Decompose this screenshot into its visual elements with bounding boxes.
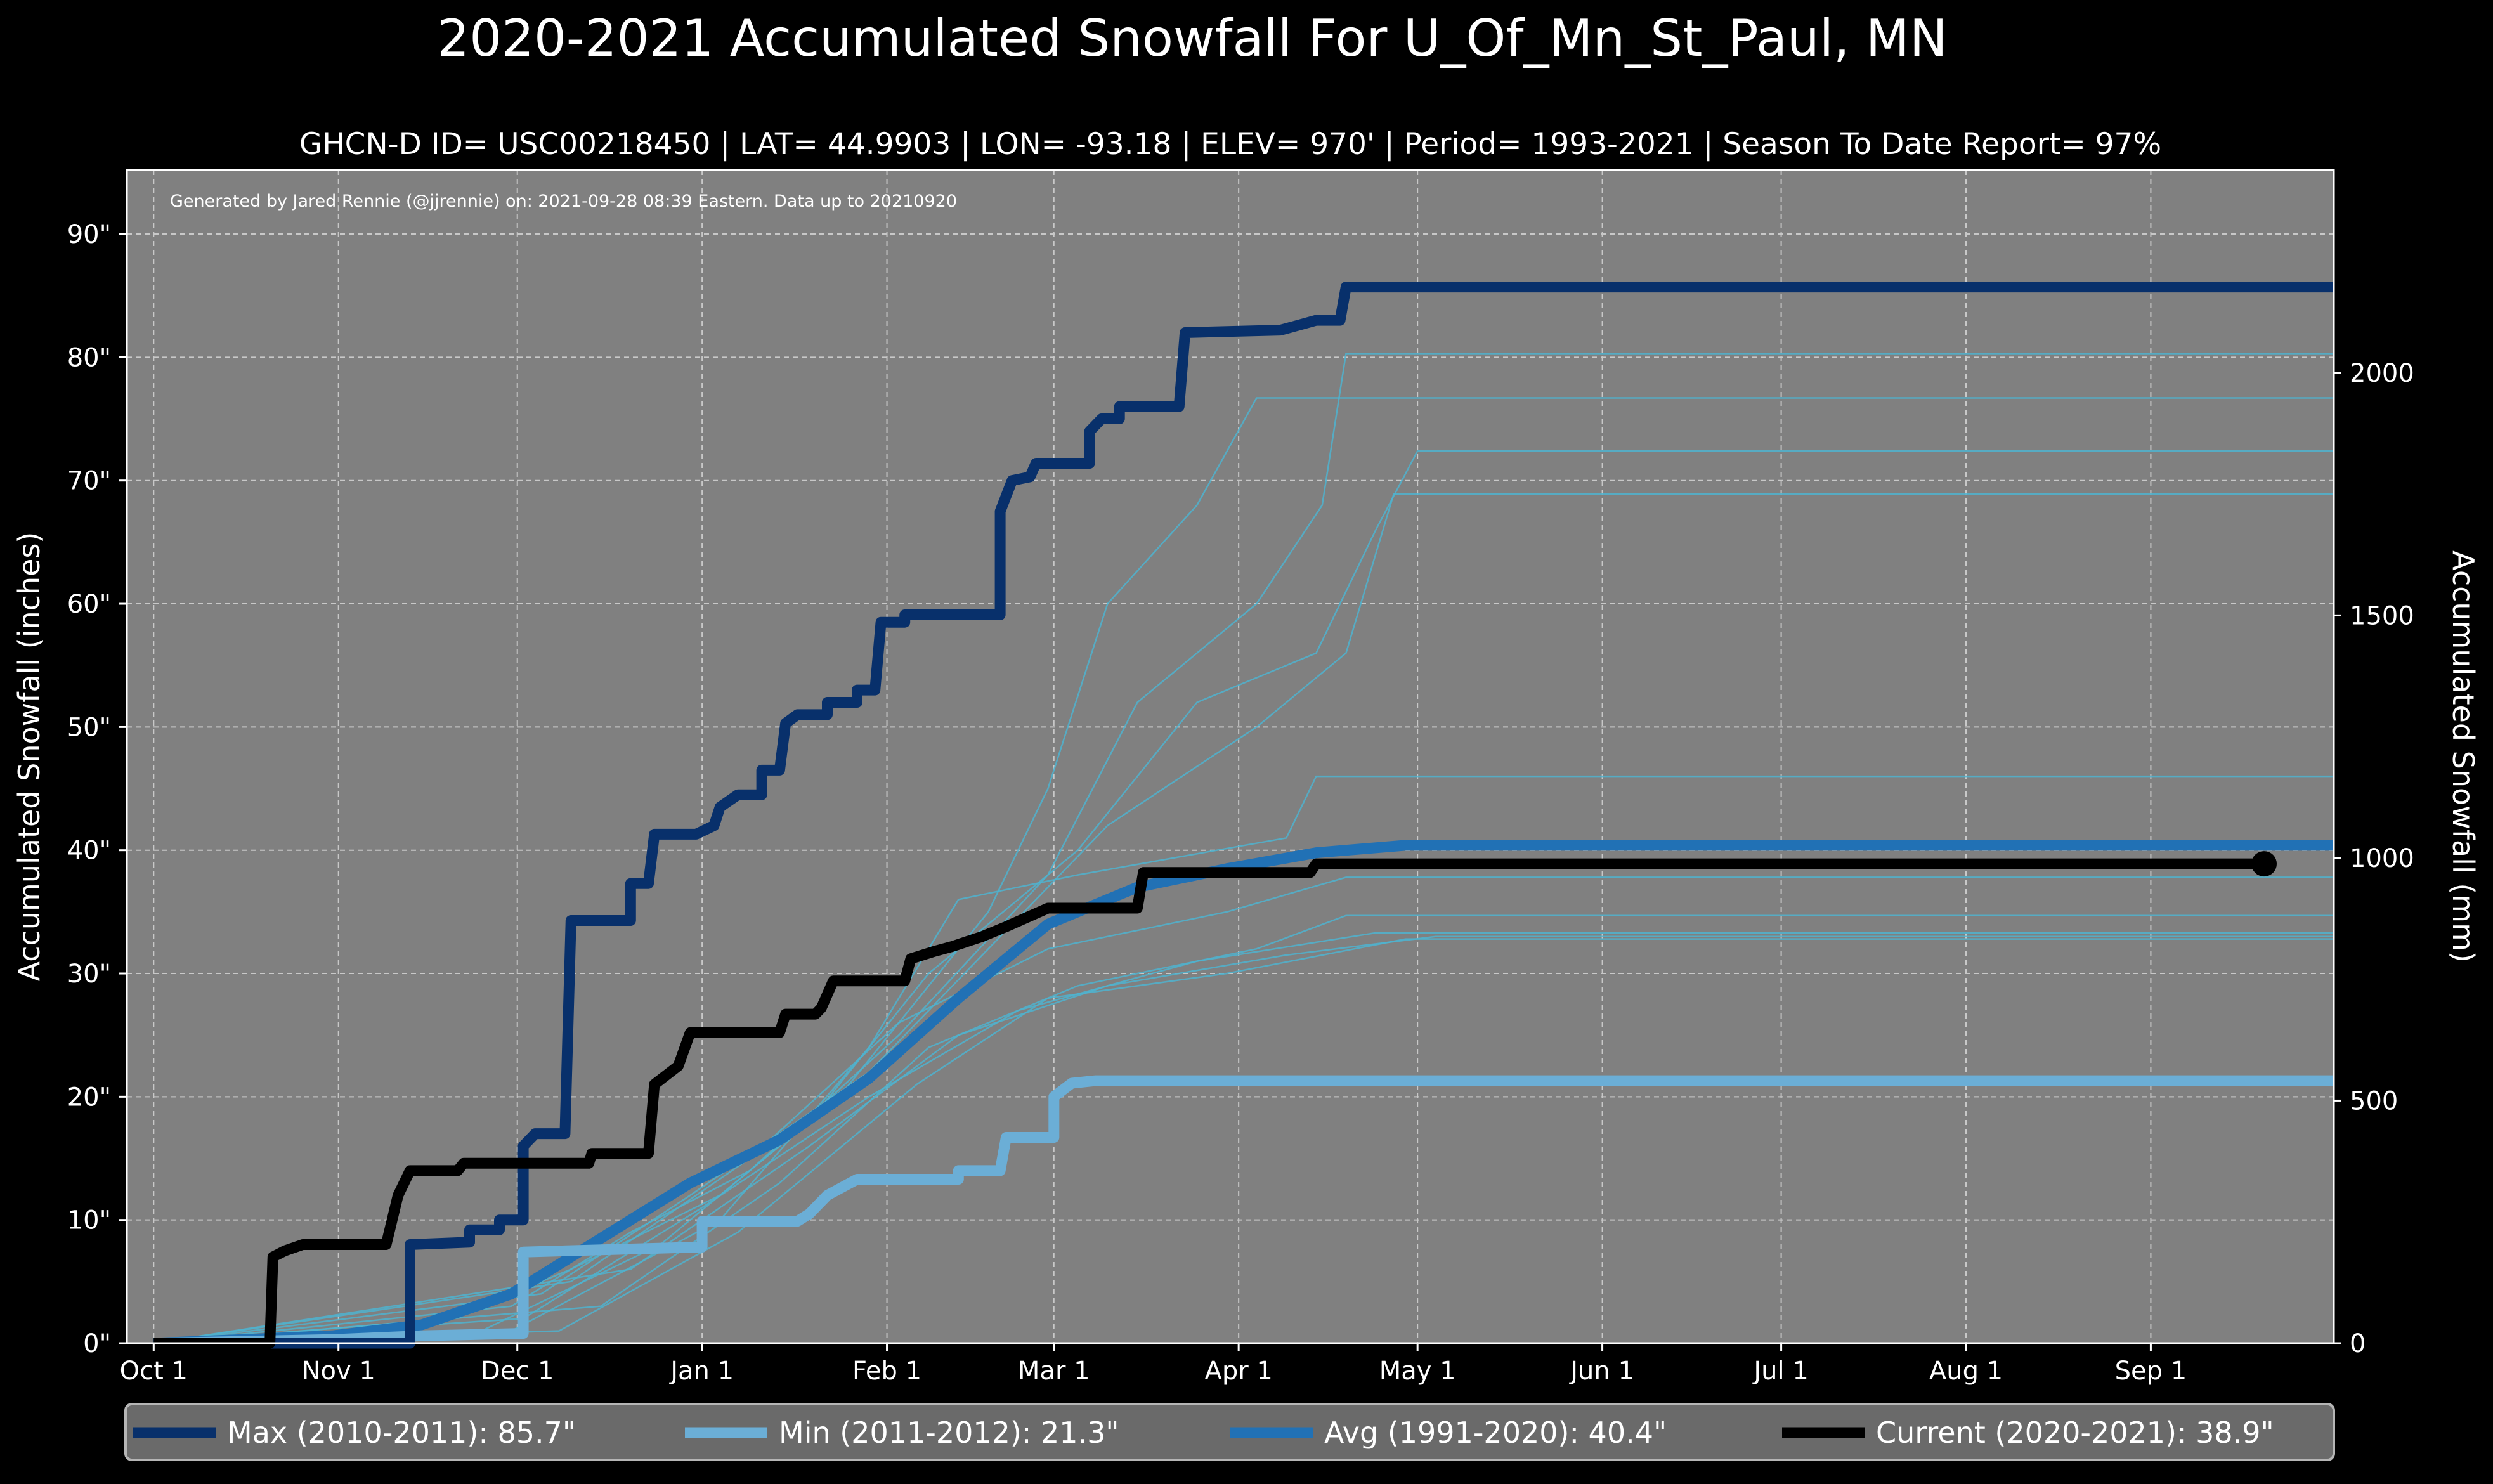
legend-label: Current (2020-2021): 38.9" — [1876, 1416, 2274, 1450]
legend-label: Max (2010-2011): 85.7" — [227, 1416, 576, 1450]
current-end-marker — [2251, 851, 2277, 877]
x-tick-label: Dec 1 — [481, 1357, 554, 1386]
x-axis: Oct 1 Nov 1 Dec 1 Jan 1 Feb 1 Mar 1 Apr 1 May 1… — [120, 1343, 2187, 1386]
y-tick-label: 10" — [67, 1206, 111, 1235]
x-tick-label: Jun 1 — [1568, 1357, 1634, 1386]
x-tick-label: Sep 1 — [2115, 1357, 2187, 1386]
series-line-max — [153, 282, 2334, 1349]
x-tick-label: May 1 — [1379, 1357, 1456, 1386]
x-tick-label: Oct 1 — [120, 1357, 188, 1386]
credit-text: Generated by Jared Rennie (@jjrennie) on… — [170, 192, 957, 211]
y-tick-label-right: 500 — [2350, 1086, 2398, 1116]
other-season-line — [153, 938, 2334, 1344]
chart-subtitle: GHCN-D ID= USC00218450 | LAT= 44.9903 | … — [299, 127, 2161, 162]
y-tick-label: 50" — [67, 713, 111, 742]
series-line-min — [153, 1075, 2334, 1349]
plot-frame — [126, 169, 2335, 1344]
y-tick-label: 20" — [67, 1083, 111, 1112]
series-line-avg — [153, 840, 2334, 1349]
y-tick-label: 70" — [67, 467, 111, 496]
y-tick-label: 60" — [67, 590, 111, 619]
x-tick-label: Apr 1 — [1204, 1357, 1272, 1386]
y-tick-label: 0" — [83, 1329, 111, 1358]
y-tick-label: 80" — [67, 343, 111, 372]
x-tick-label: Jan 1 — [668, 1357, 734, 1386]
other-season-line — [153, 932, 2334, 1344]
y-tick-label-right: 1000 — [2350, 844, 2414, 873]
y-axis-label-right: Accumulated Snowfall (mm) — [2446, 550, 2480, 963]
y-tick-label-right: 2000 — [2350, 359, 2414, 388]
x-tick-label: Mar 1 — [1018, 1357, 1090, 1386]
other-season-line — [153, 775, 2334, 1344]
x-tick-label: Jul 1 — [1752, 1357, 1808, 1386]
legend-label: Avg (1991-2020): 40.4" — [1324, 1416, 1667, 1450]
y-tick-label: 30" — [67, 960, 111, 989]
y-tick-label: 90" — [67, 220, 111, 249]
x-tick-label: Feb 1 — [852, 1357, 921, 1386]
x-tick-label: Aug 1 — [1929, 1357, 2003, 1386]
y-tick-label-right: 1500 — [2350, 601, 2414, 630]
other-season-line — [153, 914, 2334, 1344]
legend: Max (2010-2011): 85.7" Min (2011-2012): 2… — [124, 1403, 2335, 1461]
y-axis-left: 0" 10" 20" 30" 40" 50" 60" 70" 80" 90" — [67, 220, 127, 1358]
y-tick-label: 40" — [67, 836, 111, 866]
legend-label: Min (2011-2012): 21.3" — [779, 1416, 1119, 1450]
y-axis-label: Accumulated Snowfall (inches) — [12, 532, 46, 982]
series-line-current — [153, 858, 2264, 1349]
series-lines — [153, 282, 2334, 1349]
y-tick-label-right: 0 — [2350, 1329, 2366, 1358]
y-axis-right: 0 500 1000 1500 2000 — [2334, 359, 2414, 1358]
x-tick-label: Nov 1 — [302, 1357, 375, 1386]
chart-title: 2020-2021 Accumulated Snowfall For U_Of_… — [437, 9, 1947, 68]
